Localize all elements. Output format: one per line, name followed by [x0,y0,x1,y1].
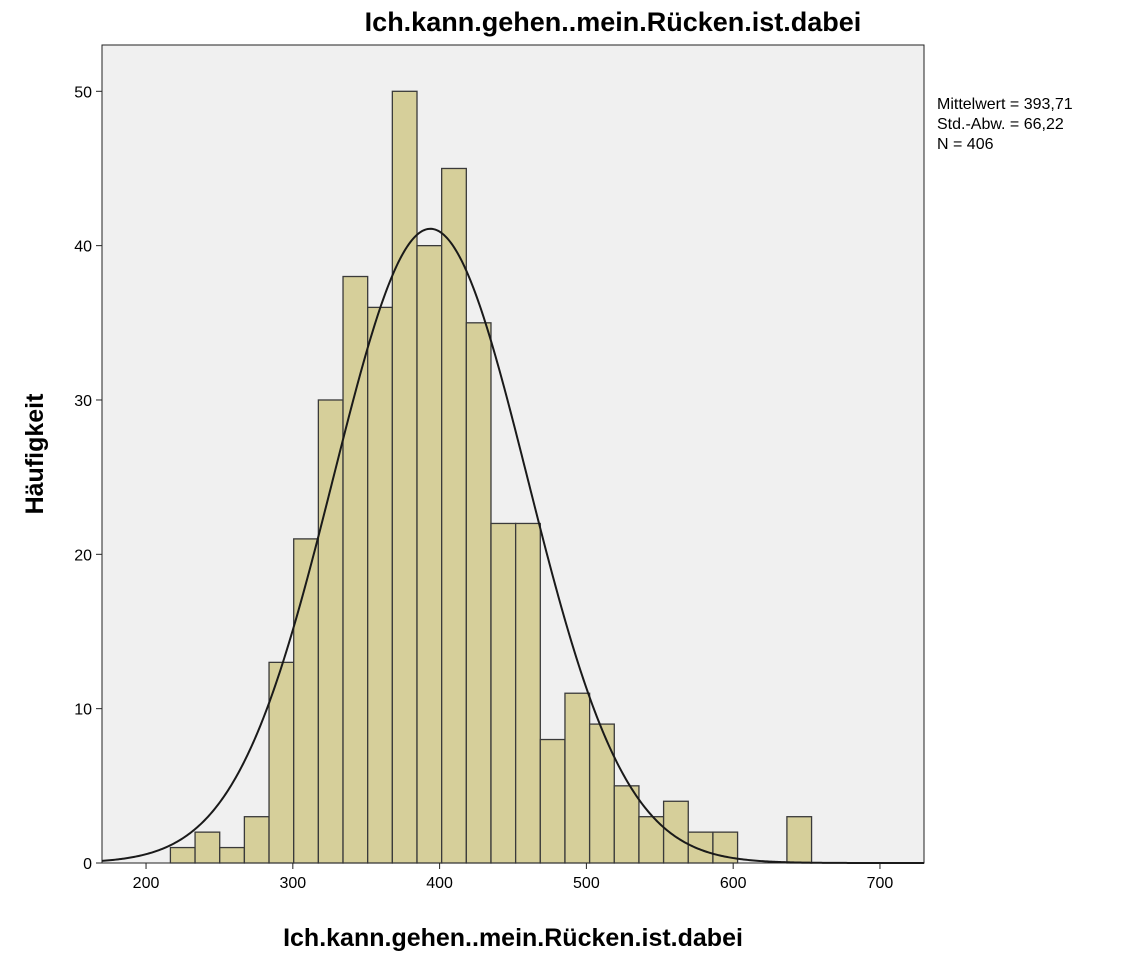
histogram-bar-8 [367,306,393,864]
histogram-bar-4 [268,661,295,864]
x-tick-label-700: 700 [867,875,894,892]
y-tick-label-0: 0 [83,856,92,873]
histogram-bar-21 [687,831,714,864]
histogram-bar-6 [317,399,344,864]
histogram-bar-18 [613,785,640,864]
y-axis-label: Häufigkeit [21,393,49,515]
bars-group [169,90,813,864]
histogram-bar-22 [712,831,739,864]
histogram-bar-2 [219,846,246,864]
chart-title: Ich.kann.gehen..mein.Rücken.ist.dabei [365,7,862,37]
stats-box: Mittelwert = 393,71 Std.-Abw. = 66,22 N = … [937,96,1073,153]
histogram-bar-15 [539,738,566,864]
y-tick-label-30: 30 [74,393,92,410]
x-tick-label-400: 400 [426,875,453,892]
x-tick-label-500: 500 [573,875,600,892]
histogram-bar-20 [662,800,689,864]
x-tick-label-200: 200 [133,875,160,892]
stats-line-0: Mittelwert = 393,71 [937,96,1073,113]
histogram-bar-11 [441,167,467,864]
histogram-bar-7 [342,275,369,864]
y-tick-label-10: 10 [74,702,92,719]
histogram-bar-12 [465,322,492,864]
histogram-bar-9 [391,90,418,864]
histogram-bar-16 [564,692,591,864]
histogram-bar-0 [169,846,196,864]
histogram-bar-14 [514,522,541,864]
x-axis-label: Ich.kann.gehen..mein.Rücken.ist.dabei [283,924,743,952]
histogram-bar-3 [243,816,270,864]
stats-line-1: Std.-Abw. = 66,22 [937,116,1064,133]
histogram-bar-1 [194,831,221,864]
y-tick-label-50: 50 [74,84,92,101]
normal-curve [101,227,924,864]
y-tick-label-20: 20 [74,547,92,564]
axes-group: 0 10 20 30 40 50 200 300 400 500 600 700 [74,84,893,892]
histogram-bar-10 [416,244,443,864]
histogram-bar-23 [786,816,813,864]
y-tick-label-40: 40 [74,239,92,256]
x-tick-label-300: 300 [279,875,306,892]
stats-line-2: N = 406 [937,136,994,153]
histogram-bar-17 [588,723,615,864]
histogram-bar-5 [293,538,320,864]
histogram-bar-13 [490,522,517,864]
x-tick-label-600: 600 [720,875,747,892]
